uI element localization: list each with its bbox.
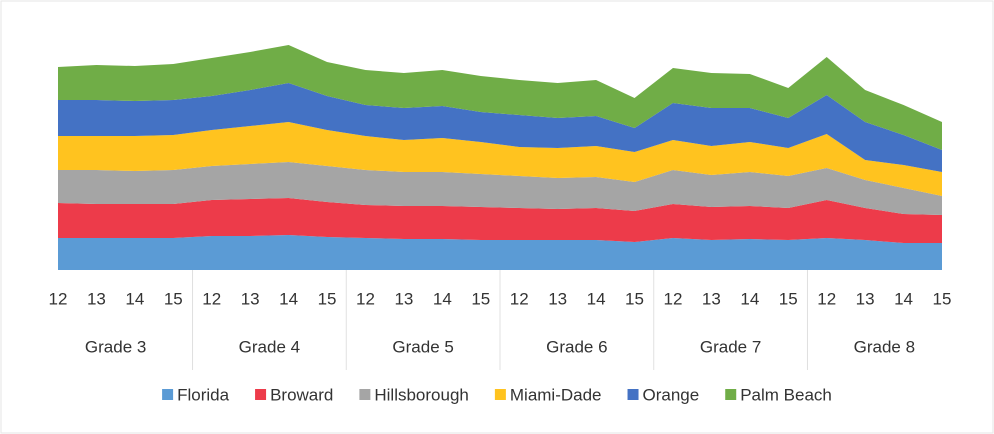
legend-swatch [162,389,174,400]
x-tick-label: 14 [587,289,606,308]
x-tick-label: 12 [356,289,375,308]
legend-label: Palm Beach [740,385,832,404]
legend-label: Hillsborough [374,385,469,404]
x-tick-label: 15 [625,289,644,308]
x-tick-label: 14 [894,289,913,308]
group-label: Grade 8 [854,337,915,356]
x-tick-label: 13 [856,289,875,308]
legend-swatch [627,389,639,400]
group-label: Grade 5 [392,337,453,356]
x-tick-label: 15 [933,289,952,308]
x-tick-label: 15 [779,289,798,308]
x-tick-label: 14 [125,289,144,308]
legend-label: Orange [643,385,700,404]
x-tick-label: 13 [394,289,413,308]
x-tick-label: 12 [817,289,836,308]
area [58,162,942,215]
x-tick-label: 13 [548,289,567,308]
x-tick-label: 15 [471,289,490,308]
x-tick-label: 14 [740,289,759,308]
legend-label: Miami-Dade [510,385,602,404]
x-tick-label: 12 [49,289,68,308]
x-tick-label: 14 [279,289,298,308]
x-tick-label: 13 [702,289,721,308]
x-tick-label: 13 [241,289,260,308]
legend-label: Broward [270,385,333,404]
x-tick-label: 12 [510,289,529,308]
legend-swatch [359,389,371,400]
group-label: Grade 6 [546,337,607,356]
group-label: Grade 3 [85,337,146,356]
legend-swatch [725,389,737,400]
x-tick-label: 15 [164,289,183,308]
x-tick-label: 13 [87,289,106,308]
legend-swatch [494,389,506,400]
legend-label: Florida [177,385,230,404]
x-tick-label: 12 [663,289,682,308]
area [58,235,942,270]
x-tick-label: 15 [318,289,337,308]
area [58,198,942,243]
x-tick-label: 14 [433,289,452,308]
area [58,83,942,172]
area [58,45,942,150]
group-label: Grade 4 [239,337,300,356]
legend-swatch [255,389,267,400]
x-tick-label: 12 [202,289,221,308]
area [58,122,942,196]
group-label: Grade 7 [700,337,761,356]
